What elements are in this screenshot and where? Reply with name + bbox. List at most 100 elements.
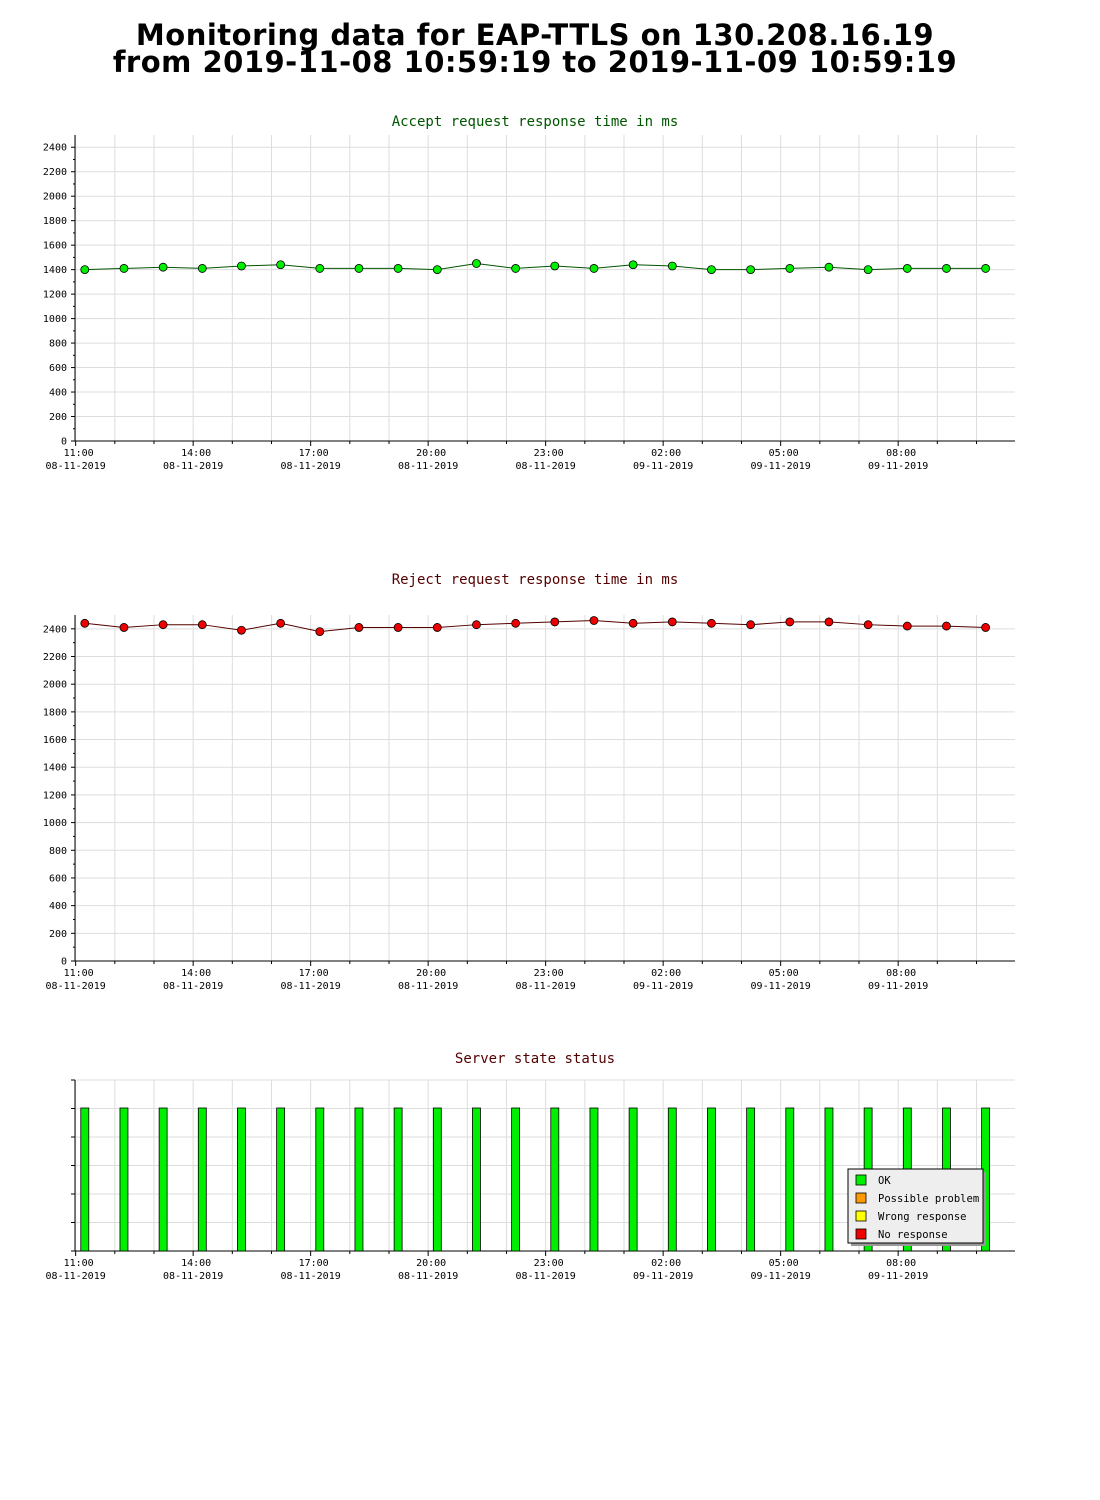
status-bar — [315, 1107, 325, 1252]
legend-swatch — [855, 1174, 867, 1186]
data-point — [589, 264, 599, 273]
page-title: Monitoring data for EAP-TTLS on 130.208.… — [0, 21, 1070, 79]
data-point — [472, 259, 481, 268]
data-point — [511, 264, 521, 273]
data-point — [511, 618, 521, 628]
data-point — [80, 265, 90, 275]
x-tick-label-time: 02:00 — [651, 1258, 681, 1269]
series-line — [84, 620, 986, 633]
x-tick-label-date: 09-11-2019 — [868, 1271, 928, 1282]
page-title-line2: from 2019-11-08 10:59:19 to 2019-11-09 1… — [112, 45, 958, 79]
y-tick-label: 600 — [49, 363, 67, 374]
data-point — [197, 620, 207, 630]
x-tick-label-time: 23:00 — [534, 1258, 564, 1269]
x-tick-label-time: 02:00 — [651, 968, 681, 979]
status-bar — [432, 1107, 442, 1252]
data-point — [628, 260, 638, 270]
data-point — [746, 620, 756, 630]
y-tick-label: 800 — [49, 339, 67, 350]
x-tick-label-date: 09-11-2019 — [751, 461, 811, 472]
x-tick-label-date: 08-11-2019 — [398, 1271, 458, 1282]
status-bar — [511, 1107, 521, 1252]
y-tick-label: 1000 — [43, 314, 67, 325]
data-point — [158, 262, 168, 272]
x-tick-label-date: 08-11-2019 — [163, 981, 223, 992]
x-tick-label-date: 08-11-2019 — [281, 981, 341, 992]
y-tick-label: 400 — [49, 901, 67, 912]
legend: OK Possible problem Wrong response No respo… — [847, 1168, 986, 1246]
x-tick-label-time: 05:00 — [769, 968, 799, 979]
data-point — [981, 623, 991, 632]
x-tick-label-time: 02:00 — [651, 448, 681, 459]
chart-status: Server state status OK Possible problem Wro… — [46, 1051, 1015, 1282]
x-tick-label-date: 09-11-2019 — [868, 461, 928, 472]
x-tick-label-time: 08:00 — [886, 1258, 916, 1269]
chart-title: Accept request response time in ms — [392, 114, 679, 130]
data-point — [158, 620, 168, 630]
status-bar — [550, 1107, 560, 1252]
data-point — [315, 264, 325, 273]
y-tick-label: 2000 — [43, 192, 67, 203]
x-tick-label-time: 23:00 — [534, 448, 564, 459]
y-tick-label: 1600 — [43, 241, 67, 252]
x-tick-label-date: 09-11-2019 — [868, 981, 928, 992]
x-tick-label-time: 23:00 — [534, 968, 564, 979]
data-point — [276, 260, 286, 270]
y-tick-label: 800 — [49, 846, 67, 857]
x-tick-label-time: 11:00 — [64, 968, 94, 979]
y-tick-label: 2400 — [43, 143, 67, 154]
data-point — [432, 265, 442, 275]
data-point — [824, 617, 834, 627]
data-point — [667, 261, 677, 271]
y-tick-label: 2200 — [43, 167, 67, 178]
y-tick-label: 1200 — [43, 290, 67, 301]
x-tick-label-date: 09-11-2019 — [633, 461, 693, 472]
x-tick-label-time: 14:00 — [181, 968, 211, 979]
status-bar — [472, 1107, 481, 1252]
data-point — [785, 264, 795, 273]
data-point — [393, 264, 403, 273]
y-tick-label: 0 — [61, 437, 67, 448]
x-tick-label-date: 09-11-2019 — [633, 1271, 693, 1282]
chart-title: Reject request response time in ms — [392, 572, 679, 588]
data-point — [863, 265, 873, 275]
x-tick-label-time: 11:00 — [64, 1258, 94, 1269]
data-point — [981, 264, 991, 273]
x-tick-label-time: 20:00 — [416, 448, 446, 459]
x-tick-label-date: 09-11-2019 — [751, 1271, 811, 1282]
chart-reject: Reject request response time in ms 0 200 40… — [43, 572, 1015, 992]
status-bar — [158, 1107, 168, 1252]
x-tick-label-time: 11:00 — [64, 448, 94, 459]
y-tick-label: 200 — [49, 929, 67, 940]
data-point — [667, 617, 677, 627]
x-tick-label-date: 08-11-2019 — [163, 1271, 223, 1282]
y-tick-label: 1400 — [43, 763, 67, 774]
x-tick-label-time: 20:00 — [416, 1258, 446, 1269]
x-tick-label-time: 17:00 — [299, 1258, 329, 1269]
x-tick-label-time: 14:00 — [181, 1258, 211, 1269]
status-bar — [276, 1107, 286, 1252]
data-point — [315, 627, 325, 637]
data-point — [237, 261, 246, 271]
y-tick-label: 1800 — [43, 216, 67, 227]
status-bar — [589, 1107, 599, 1252]
y-tick-label: 1800 — [43, 707, 67, 718]
y-tick-label: 0 — [61, 957, 67, 968]
data-point — [902, 621, 912, 631]
x-tick-label-time: 14:00 — [181, 448, 211, 459]
x-tick-label-date: 08-11-2019 — [516, 1271, 576, 1282]
status-bar — [667, 1107, 677, 1252]
data-point — [785, 617, 795, 627]
x-tick-label-date: 08-11-2019 — [398, 981, 458, 992]
data-point — [354, 264, 364, 273]
data-point — [197, 264, 207, 273]
status-bar — [746, 1107, 756, 1252]
chart-title: Server state status — [455, 1051, 615, 1067]
data-point — [432, 623, 442, 632]
x-tick-label-date: 08-11-2019 — [281, 1271, 341, 1282]
status-bar — [354, 1107, 364, 1252]
data-point — [902, 264, 912, 273]
x-tick-label-time: 05:00 — [769, 1258, 799, 1269]
legend-label: No response — [878, 1229, 948, 1241]
